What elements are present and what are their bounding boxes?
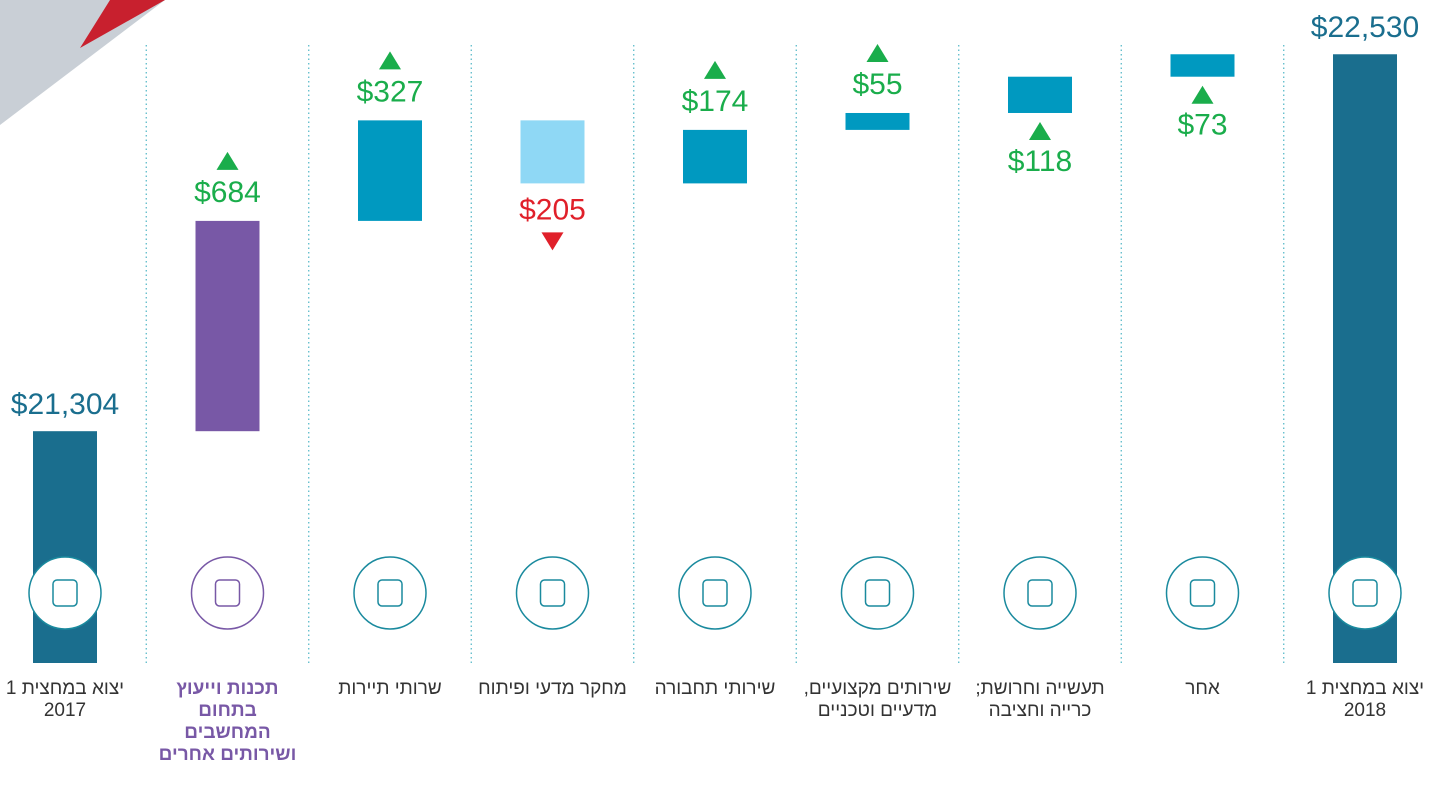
bar bbox=[683, 129, 747, 184]
icon bbox=[840, 556, 915, 630]
icon bbox=[678, 556, 752, 630]
icon-glyph bbox=[1352, 579, 1378, 607]
icon-glyph bbox=[377, 579, 403, 607]
arrow bbox=[704, 60, 726, 79]
category-label: תעשייה וחרושת; כרייה וחציבה bbox=[975, 678, 1105, 721]
value-label: $684 bbox=[194, 176, 261, 209]
icon bbox=[190, 556, 265, 630]
corner-flag bbox=[80, 0, 165, 48]
icon-glyph bbox=[214, 579, 241, 607]
arrow bbox=[541, 232, 564, 251]
category-label: יצוא במחצית 1 2018 bbox=[1305, 678, 1425, 721]
arrow bbox=[1191, 85, 1214, 104]
icon-glyph bbox=[864, 579, 891, 607]
category-label: שירותים מקצועיים, מדעיים וטכניים bbox=[803, 678, 952, 721]
value-label: $174 bbox=[682, 85, 749, 118]
bar bbox=[1170, 54, 1235, 77]
category-label: יצוא במחצית 1 2017 bbox=[5, 678, 125, 721]
value-label: $118 bbox=[1008, 145, 1073, 178]
icon-glyph bbox=[702, 579, 728, 607]
icon bbox=[515, 556, 590, 630]
icon-glyph bbox=[52, 579, 78, 607]
arrow bbox=[1029, 121, 1051, 140]
icon bbox=[1003, 556, 1077, 630]
icon-glyph bbox=[539, 579, 566, 607]
icon bbox=[1165, 556, 1240, 630]
value-label: $55 bbox=[852, 68, 902, 101]
bar bbox=[520, 120, 585, 184]
value-label: $205 bbox=[519, 193, 586, 226]
value-label: $21,304 bbox=[11, 388, 119, 421]
value-label: $22,530 bbox=[1311, 11, 1419, 44]
category-label: שירותי תחבורה bbox=[654, 678, 776, 699]
corner-photo bbox=[0, 0, 165, 125]
category-label: אחר bbox=[1185, 678, 1220, 699]
category-label: תכנות וייעוץ בתחום המחשבים ושירותים אחרי… bbox=[158, 678, 297, 765]
bar bbox=[358, 120, 422, 221]
icon bbox=[1328, 556, 1402, 630]
arrow bbox=[379, 51, 401, 70]
icon bbox=[353, 556, 427, 630]
value-label: $73 bbox=[1177, 109, 1227, 142]
icon-glyph bbox=[1189, 579, 1216, 607]
bar bbox=[1008, 76, 1072, 113]
category-label: מחקר מדעי ופיתוח bbox=[478, 678, 627, 699]
arrow bbox=[866, 43, 889, 62]
icon-glyph bbox=[1027, 579, 1053, 607]
bar bbox=[845, 112, 910, 130]
arrow bbox=[216, 151, 239, 170]
icon bbox=[28, 556, 102, 630]
bar bbox=[195, 220, 260, 432]
value-label: $327 bbox=[357, 75, 424, 108]
category-label: שרותי תיירות bbox=[338, 678, 442, 699]
